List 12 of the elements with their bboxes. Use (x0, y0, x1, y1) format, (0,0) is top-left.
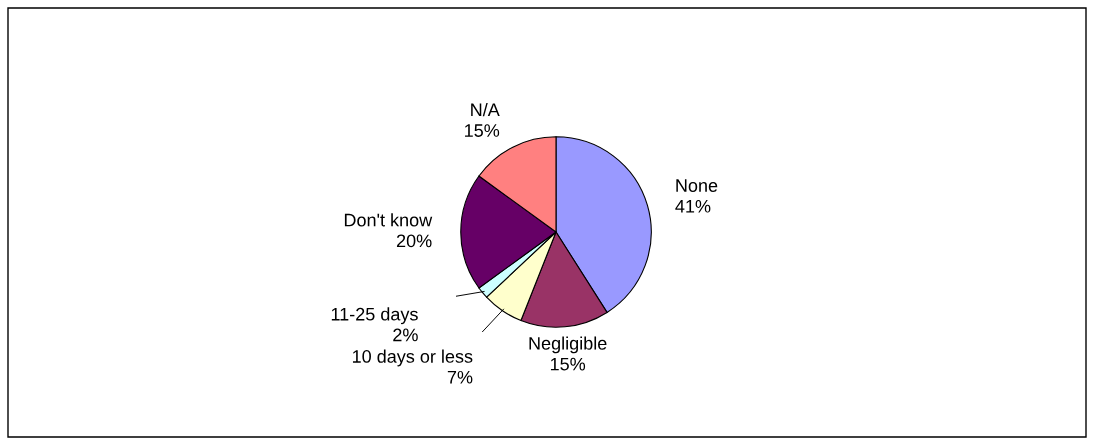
slice-label: Don't know (344, 213, 433, 227)
data-label: 41% (675, 199, 711, 213)
data-label: 20% (396, 234, 432, 248)
slice-label: 11-25 days (331, 307, 418, 325)
data-label: 2% (393, 328, 418, 342)
slice-label: Negligible (529, 336, 607, 354)
slice-label: N/A (471, 102, 500, 117)
data-label: 15% (550, 357, 586, 371)
slice-label: 10 days or less (352, 349, 473, 367)
slice-label: None (676, 179, 718, 192)
data-label: 7% (447, 370, 473, 384)
data-label: 15% (465, 124, 500, 137)
